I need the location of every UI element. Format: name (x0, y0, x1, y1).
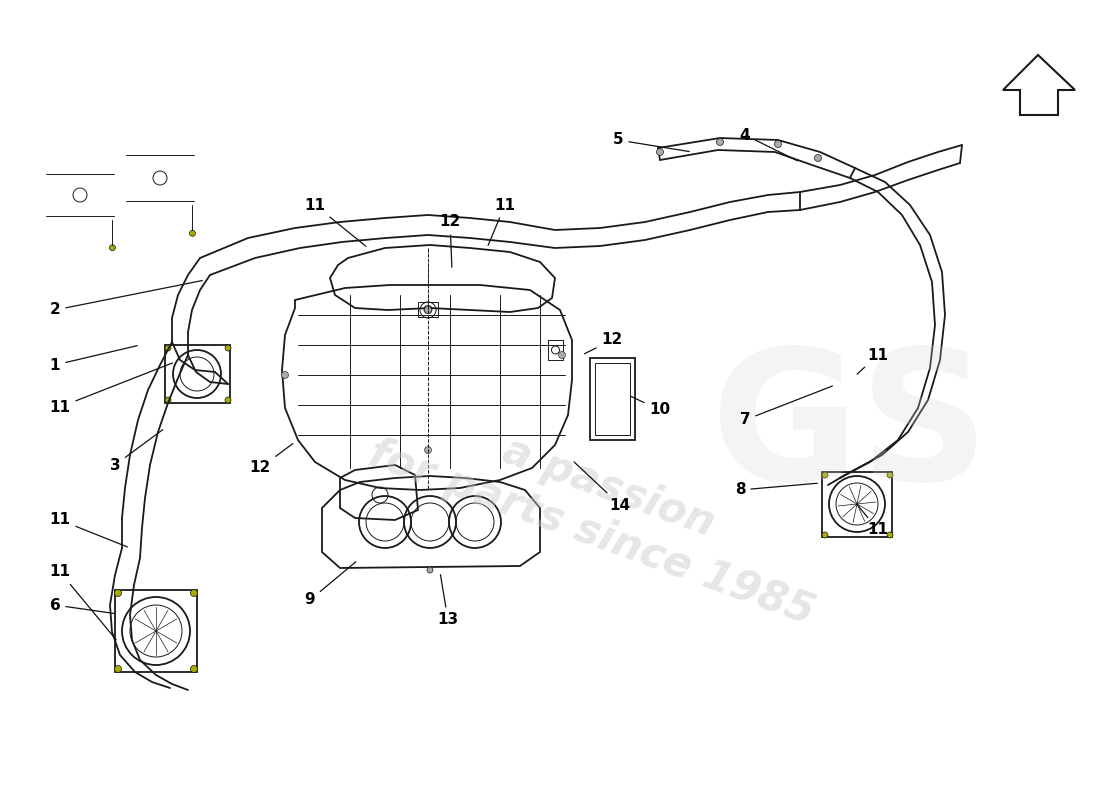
Circle shape (165, 345, 170, 351)
Text: 11: 11 (488, 198, 516, 246)
Circle shape (427, 567, 433, 573)
Text: 12: 12 (250, 444, 293, 475)
Text: 10: 10 (630, 396, 671, 418)
Text: 14: 14 (574, 462, 630, 513)
Bar (116, 590, 197, 672)
Bar (418, 302, 438, 317)
Circle shape (814, 154, 822, 162)
Circle shape (822, 472, 828, 478)
Text: a passion
for parts since 1985: a passion for parts since 1985 (363, 387, 837, 633)
Circle shape (887, 532, 893, 538)
Circle shape (887, 472, 893, 478)
Text: 7: 7 (739, 386, 833, 427)
Text: 9: 9 (305, 562, 356, 607)
Circle shape (226, 397, 231, 403)
Bar (165, 345, 230, 403)
Circle shape (190, 590, 198, 597)
Circle shape (822, 532, 828, 538)
Bar (548, 340, 563, 360)
Text: 1: 1 (50, 346, 138, 373)
Text: 11: 11 (50, 565, 117, 640)
Text: 11: 11 (857, 347, 889, 374)
Circle shape (189, 230, 196, 236)
Bar (590, 358, 635, 440)
Text: 6: 6 (50, 598, 116, 614)
Circle shape (190, 666, 198, 673)
Circle shape (425, 306, 431, 314)
Circle shape (226, 345, 231, 351)
Circle shape (774, 141, 781, 147)
Text: 11: 11 (50, 513, 128, 547)
Circle shape (114, 666, 121, 673)
Bar (822, 472, 892, 537)
Text: 4: 4 (739, 127, 798, 161)
Bar (595, 363, 630, 435)
Text: 11: 11 (50, 363, 173, 414)
Text: 3: 3 (110, 430, 163, 473)
Circle shape (109, 245, 116, 250)
Circle shape (425, 446, 431, 454)
Text: 11: 11 (305, 198, 366, 246)
Text: 12: 12 (439, 214, 461, 267)
Text: 2: 2 (50, 281, 202, 318)
Text: 11: 11 (857, 504, 889, 538)
Text: GS: GS (711, 342, 989, 518)
Circle shape (165, 397, 170, 403)
Text: 13: 13 (438, 574, 459, 627)
Circle shape (282, 371, 288, 378)
Circle shape (657, 149, 663, 155)
Text: 5: 5 (613, 133, 690, 151)
Text: 12: 12 (584, 333, 623, 354)
Circle shape (559, 351, 565, 358)
Circle shape (114, 590, 121, 597)
Circle shape (716, 138, 724, 146)
Text: 8: 8 (735, 482, 817, 498)
